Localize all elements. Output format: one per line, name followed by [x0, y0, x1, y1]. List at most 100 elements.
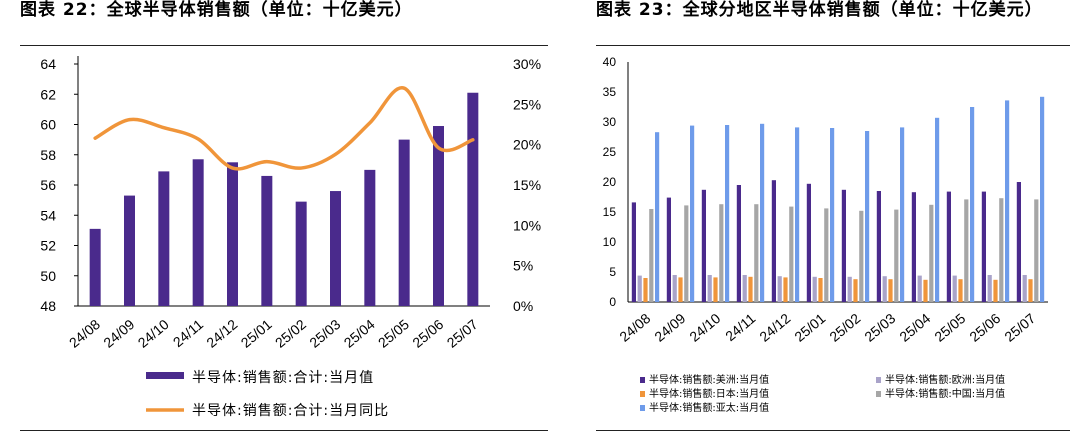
chart22-y-tick: 64 [40, 56, 56, 72]
chart22-bar [398, 139, 410, 306]
chart23-x-tick: 25/03 [861, 310, 898, 345]
chart23-bar [655, 132, 660, 302]
chart23-bar [754, 204, 759, 302]
chart23-x-tick: 24/10 [686, 310, 723, 345]
chart22-svg: 64626058565452504830%25%20%15%10%5%0%24/… [40, 56, 541, 419]
chart23-bar [946, 191, 951, 302]
chart23-bar [719, 204, 724, 302]
chart23-bar [935, 117, 940, 302]
chart23-bar [970, 107, 975, 302]
chart23-bar [818, 278, 823, 302]
chart23-bar [1034, 199, 1039, 302]
chart22-y-tick: 48 [40, 298, 56, 314]
chart22-bar [158, 171, 170, 306]
chart22-y-tick: 52 [40, 238, 56, 254]
chart22-y-tick: 58 [40, 147, 56, 163]
chart23-bar [882, 276, 887, 302]
chart22-y-tick: 50 [40, 268, 56, 284]
chart22-bar [330, 191, 341, 306]
chart23-y-tick: 20 [603, 175, 617, 189]
chart22-bar [364, 169, 376, 306]
chart23-bar [666, 197, 671, 302]
chart23-bar [917, 275, 922, 302]
chart23-bar [1028, 279, 1033, 302]
chart23-bar [783, 277, 788, 302]
chart23-y-tick: 10 [603, 235, 617, 249]
chart23-bar [725, 125, 730, 302]
chart23-bar [701, 189, 706, 302]
chart23-bar [707, 275, 712, 302]
chart23-bar [760, 123, 765, 302]
chart22-bar [295, 201, 307, 306]
chart22-y-tick: 62 [40, 86, 56, 102]
chart23-bar [964, 199, 969, 302]
chart23-bottom-rule [596, 430, 1070, 431]
chart22-y-tick: 54 [40, 207, 56, 223]
chart22-y-tick: 56 [40, 177, 56, 193]
chart22-y2-tick: 10% [513, 217, 541, 233]
chart22-bar [261, 175, 273, 306]
chart23-title: 图表 23：全球分地区半导体销售额（单位：十亿美元） [596, 0, 1043, 20]
chart23-bar [830, 128, 835, 302]
chart23-y-tick: 15 [603, 205, 617, 219]
chart23-bar [690, 125, 695, 302]
chart23-bar [824, 208, 829, 302]
chart23-x-tick: 25/06 [966, 310, 1003, 345]
chart23-y-tick: 35 [603, 85, 617, 99]
chart23-x-tick: 25/04 [896, 310, 933, 345]
chart23-y-tick: 30 [603, 115, 617, 129]
chart23-bar [1022, 275, 1027, 302]
chart23-bar [748, 276, 753, 302]
chart22-bar [433, 126, 444, 306]
chart22-yoy-line [93, 86, 475, 171]
chart23-bar [900, 127, 905, 303]
chart23-bar [1005, 100, 1010, 303]
chart23-x-tick: 24/09 [651, 310, 688, 345]
chart23-bar [847, 276, 852, 302]
chart22-bottom-rule [20, 430, 548, 431]
chart23-bar [789, 206, 794, 302]
chart23-bar [911, 192, 916, 302]
chart23-x-tick: 24/08 [616, 310, 653, 345]
chart22-legend-label: 半导体:销售额:合计:当月同比 [192, 403, 389, 419]
chart23-bar [742, 275, 747, 302]
chart22-legend-swatch-bar [146, 372, 184, 379]
chart23-bar [771, 180, 776, 302]
chart23-bar [643, 278, 648, 302]
chart23-bar [777, 276, 782, 302]
chart22-bar [227, 162, 238, 306]
chart23-bar [713, 277, 718, 302]
chart23-bar [958, 279, 963, 302]
chart23-bar [649, 209, 654, 302]
chart23-bar [859, 210, 864, 302]
chart22-y2-tick: 20% [513, 137, 541, 153]
chart23-legend-swatch [640, 377, 645, 383]
chart23-bar [981, 191, 986, 302]
chart23-legend-label: 半导体:销售额:亚太:当月值 [649, 401, 769, 414]
chart23-bar [853, 279, 858, 302]
chart23-x-tick: 25/07 [1001, 310, 1038, 345]
chart22-y-tick: 60 [40, 117, 56, 133]
chart23-legend-swatch [876, 377, 881, 383]
chart22-y2-tick: 25% [513, 96, 541, 112]
chart23-x-tick: 25/02 [826, 310, 863, 345]
chart23-y-tick: 25 [603, 145, 617, 159]
chart23-bar [795, 127, 800, 303]
chart23-legend-label: 半导体:销售额:欧洲:当月值 [885, 373, 1005, 386]
chart23-legend-swatch [640, 405, 645, 411]
chart23-legend-swatch [876, 391, 881, 397]
chart23-legend-label: 半导体:销售额:美洲:当月值 [649, 373, 769, 386]
chart23-bar [684, 205, 689, 302]
chart23-bar [952, 275, 957, 302]
chart23-x-tick: 24/12 [756, 310, 793, 345]
chart23-bar [806, 183, 811, 302]
chart23-x-tick: 25/05 [931, 310, 968, 345]
chart23-x-tick: 24/11 [722, 310, 758, 344]
chart23-bar [888, 279, 893, 302]
chart23-bar [999, 198, 1004, 302]
chart23-legend-label: 半导体:销售额:中国:当月值 [885, 387, 1005, 400]
chart23-top-rule [596, 45, 1070, 46]
chart23-bar [993, 279, 998, 302]
chart23-bar [678, 277, 683, 302]
